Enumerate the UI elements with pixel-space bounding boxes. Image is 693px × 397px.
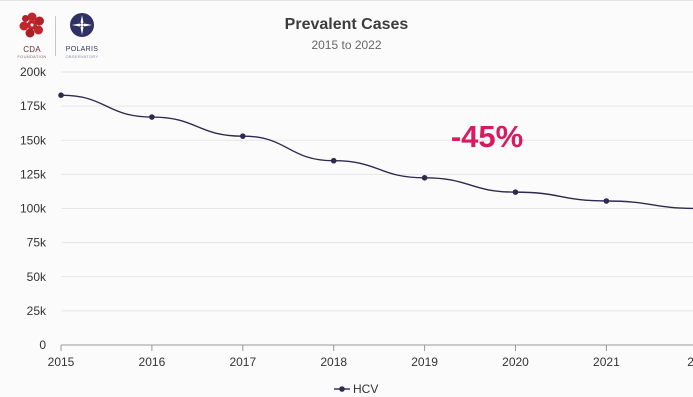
x-tick-label: 2021 — [593, 355, 620, 369]
y-tick-label: 150k — [20, 133, 47, 147]
x-tick-label: 2017 — [229, 355, 256, 369]
x-tick-label: 2018 — [320, 355, 347, 369]
y-tick-label: 0 — [39, 338, 46, 352]
hcv-data-point — [149, 114, 155, 120]
legend-label-hcv: HCV — [353, 382, 378, 396]
legend-swatch-marker — [339, 386, 345, 392]
chart-subtitle: 2015 to 2022 — [311, 38, 382, 52]
percent-change-annotation: -45% — [451, 119, 523, 154]
hcv-data-point — [58, 92, 64, 99]
cda-logo: CDA FOUNDATION — [14, 12, 50, 59]
x-tick-label: 2020 — [502, 355, 529, 369]
chart-title: Prevalent Cases — [284, 16, 409, 33]
y-tick-label: 175k — [20, 99, 47, 113]
polaris-logo: POLARIS OBSERVATORY — [60, 12, 104, 59]
cda-logo-sub: FOUNDATION — [17, 54, 47, 59]
y-tick-label: 75k — [27, 236, 47, 250]
hcv-data-point — [603, 198, 610, 204]
x-tick-label: 202 — [687, 355, 693, 369]
cda-flower-icon — [19, 12, 44, 38]
hcv-data-point — [240, 133, 246, 139]
polaris-star-icon — [70, 13, 94, 37]
logo-group: CDA FOUNDATION POLARIS OBSERVATORY — [14, 12, 100, 60]
y-tick-label: 125k — [20, 167, 47, 181]
y-tick-label: 100k — [20, 202, 47, 216]
top-divider — [0, 0, 693, 1]
polaris-logo-sub: OBSERVATORY — [65, 54, 99, 59]
logo-divider — [55, 16, 56, 56]
hcv-series-line — [60, 94, 693, 210]
cda-logo-name: CDA — [23, 45, 41, 54]
hcv-data-point — [330, 157, 337, 164]
hcv-data-point — [512, 189, 519, 195]
y-tick-label: 50k — [27, 270, 47, 284]
x-tick-label: 2015 — [48, 355, 75, 369]
y-tick-label: 25k — [27, 304, 47, 318]
hcv-data-point — [421, 174, 428, 181]
y-tick-label: 200k — [20, 65, 47, 79]
polaris-logo-name: POLARIS — [65, 46, 99, 53]
x-tick-label: 2016 — [139, 355, 166, 369]
x-tick-label: 2019 — [411, 355, 438, 369]
